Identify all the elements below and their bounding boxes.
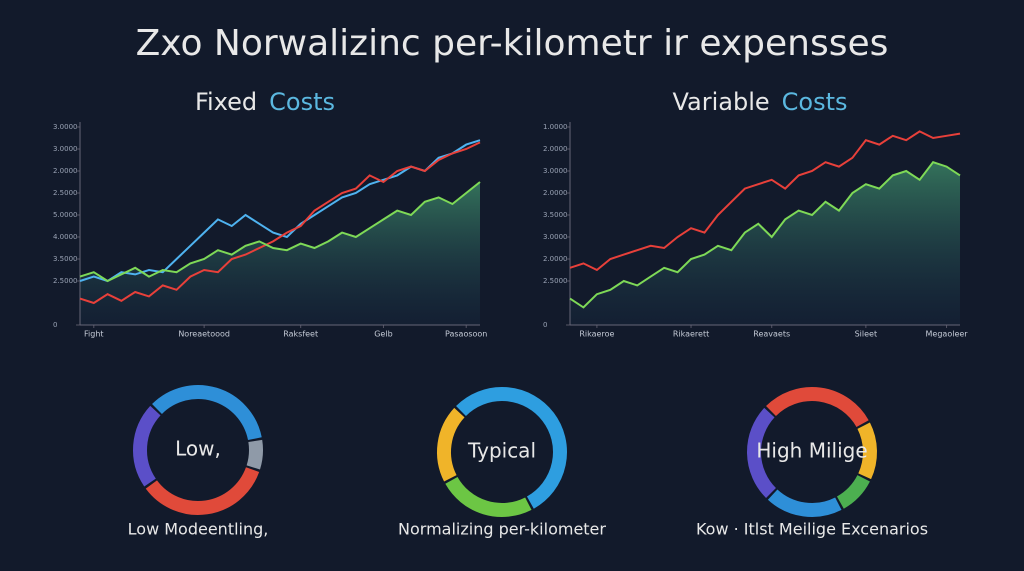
y-tick-label: 5.0000 (53, 211, 78, 219)
y-tick-label: 2.0000 (543, 145, 568, 153)
area (570, 162, 960, 325)
y-tick-label: 0 (53, 321, 57, 329)
donut-segment (145, 467, 260, 515)
y-tick-label: 2.0000 (543, 189, 568, 197)
center-label: High Milige (756, 439, 867, 463)
chart-title-word: Costs (782, 88, 848, 116)
chart-title: Variable Costs (672, 88, 847, 116)
donut-segment (133, 405, 161, 487)
y-tick-label: 2.0000 (543, 255, 568, 263)
series-line (79, 181, 481, 283)
y-tick-label: 3.0000 (543, 167, 568, 175)
chart-title: Fixed Costs (195, 88, 335, 116)
x-tick-label: Rikaeroe (579, 330, 614, 339)
y-tick-label: 2.5000 (543, 277, 568, 285)
chart-title-word: Costs (269, 88, 335, 116)
x-tick-label: Reavaets (753, 330, 790, 339)
center-label: Typical (467, 439, 536, 463)
caption: Kow · Itlst Meilige Excenarios (696, 520, 928, 539)
y-tick-label: 0 (543, 321, 547, 329)
x-tick-label: Fight (84, 330, 104, 339)
series-line (79, 141, 481, 305)
y-tick-label: 2.0000 (53, 167, 78, 175)
x-tick-label: Gelb (374, 330, 392, 339)
x-tick-label: Sileet (855, 330, 878, 339)
y-tick-label: 3.5000 (543, 211, 568, 219)
x-tick-label: Raksfeet (283, 330, 318, 339)
y-tick-label: 1.0000 (543, 123, 568, 131)
donut-segment (767, 489, 842, 517)
y-tick-label: 4.0000 (53, 233, 78, 241)
y-tick-label: 2.5000 (53, 277, 78, 285)
chart-title-word: Variable (672, 88, 769, 116)
x-tick-label: Noreaetoood (178, 330, 230, 339)
caption: Low Modeentling, (128, 520, 269, 539)
page-title: Zxo Norwalizinc per-kilometr ir expensse… (136, 23, 889, 64)
y-tick-label: 3.5000 (53, 255, 78, 263)
donut-segment (437, 407, 465, 482)
donut-segment (836, 474, 870, 509)
y-tick-label: 3.0000 (53, 123, 78, 131)
center-label: Low, (175, 437, 221, 461)
y-tick-label: 3.0000 (53, 145, 78, 153)
x-tick-label: Pasaosoon (445, 330, 487, 339)
donut-segment (445, 476, 532, 517)
series-line (569, 130, 961, 272)
donut-segment (857, 422, 877, 480)
chart-title-word: Fixed (195, 88, 257, 116)
donut-segment (456, 387, 567, 509)
y-tick-label: 3.0000 (543, 233, 568, 241)
donut-segment (747, 407, 777, 498)
y-tick-label: 2.5000 (53, 189, 78, 197)
donut-segment (152, 385, 262, 441)
caption: Normalizing per-kilometer (398, 520, 606, 539)
donut-segment (766, 387, 869, 428)
series-line (569, 161, 961, 309)
donut-segment (246, 439, 263, 470)
x-tick-label: Rikaerett (673, 330, 709, 339)
x-tick-label: Megaoleer (926, 330, 969, 339)
area (80, 182, 480, 325)
